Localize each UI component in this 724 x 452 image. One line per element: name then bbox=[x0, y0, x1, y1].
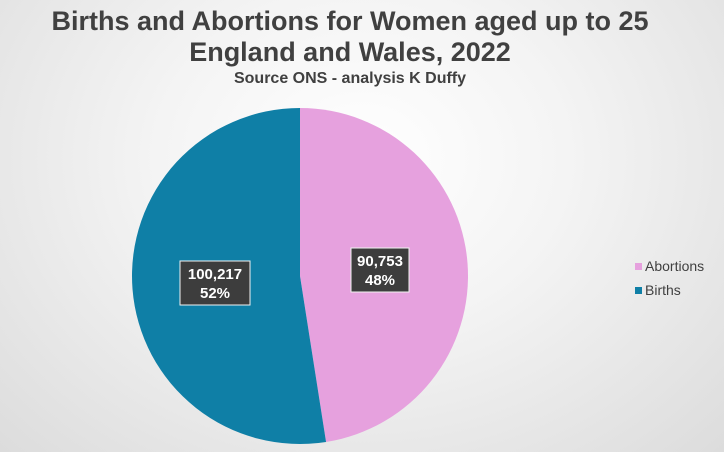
chart-title-line-2: England and Wales, 2022 bbox=[189, 37, 511, 67]
data-label-box-births bbox=[179, 260, 251, 306]
data-label-births: 100,217 52% bbox=[179, 260, 251, 306]
data-label-box-abortions bbox=[350, 247, 410, 293]
legend-swatch-abortions bbox=[635, 262, 642, 270]
data-label-abortions: 90,753 48% bbox=[350, 247, 410, 293]
chart-subtitle: Source ONS - analysis K Duffy bbox=[233, 70, 467, 87]
legend: Abortions Births bbox=[635, 254, 704, 302]
legend-item-abortions: Abortions bbox=[635, 254, 704, 278]
data-label-value-births: 100,217 bbox=[188, 266, 242, 283]
data-label-percent-births: 52% bbox=[200, 285, 230, 302]
legend-label-abortions: Abortions bbox=[645, 258, 705, 274]
data-label-percent-abortions: 48% bbox=[365, 272, 395, 289]
legend-item-births: Births bbox=[635, 278, 704, 302]
chart-title: Births and Abortions for Women aged up t… bbox=[51, 6, 649, 36]
data-label-value-abortions: 90,753 bbox=[357, 253, 403, 270]
legend-label-births: Births bbox=[645, 282, 681, 298]
legend-swatch-births bbox=[635, 286, 642, 294]
